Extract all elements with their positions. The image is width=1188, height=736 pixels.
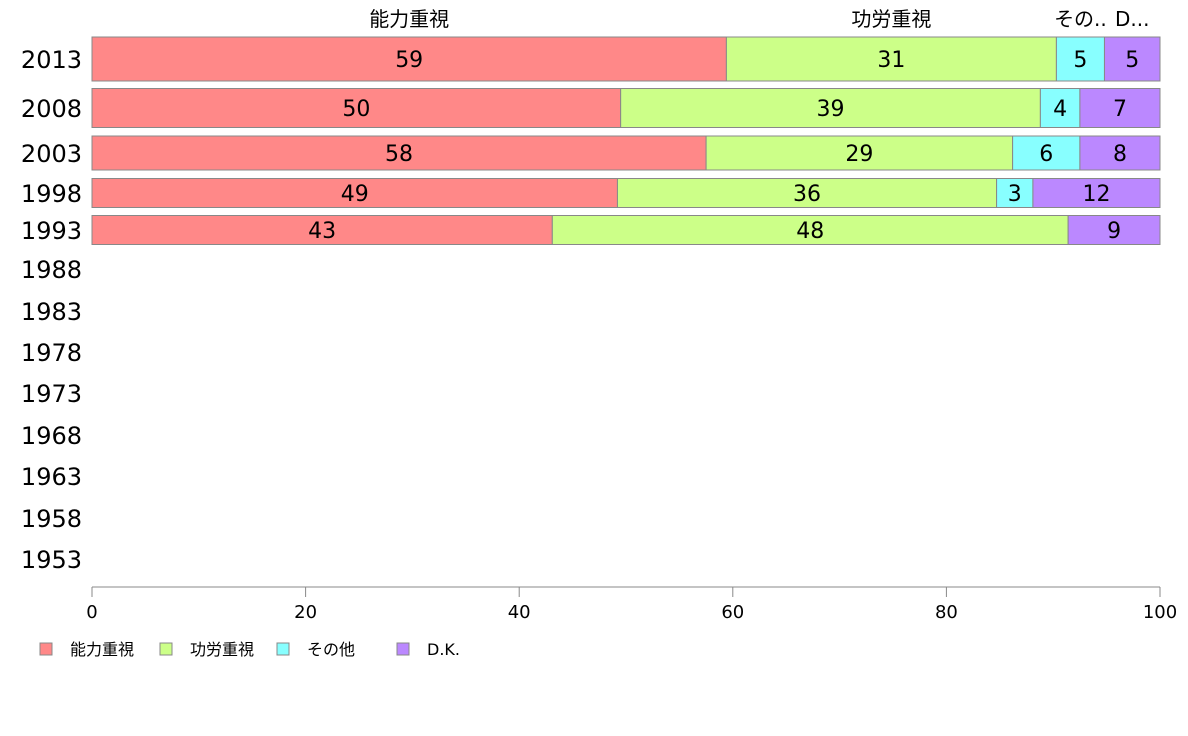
bar-segment: [616, 178, 998, 208]
x-tick-label: 40: [508, 602, 531, 623]
bar-segment: [1039, 88, 1081, 128]
x-tick-label: 100: [1143, 602, 1177, 623]
bar-segment: [91, 135, 707, 171]
bar-segment: [1079, 135, 1161, 171]
year-label: 1953: [21, 546, 82, 574]
legend-label: 功労重視: [190, 640, 254, 659]
data-label: 8: [1113, 142, 1127, 167]
x-tick-label: 80: [935, 602, 958, 623]
legend-label: D.K.: [427, 640, 460, 659]
data-label: 59: [395, 48, 423, 73]
year-label: 2008: [21, 95, 82, 123]
year-label: 1988: [21, 256, 82, 284]
year-label: 1973: [21, 380, 82, 408]
data-label: 31: [877, 48, 905, 73]
data-label: 39: [817, 97, 845, 122]
data-label: 3: [1008, 182, 1022, 207]
data-label: 12: [1082, 182, 1110, 207]
legend-swatch: [276, 642, 290, 656]
legend-swatch: [396, 642, 410, 656]
data-label: 5: [1073, 48, 1087, 73]
year-label: 1983: [21, 298, 82, 326]
data-label: 58: [385, 142, 413, 167]
data-label: 4: [1053, 97, 1067, 122]
bar-segment: [91, 215, 553, 245]
x-tick-label: 20: [294, 602, 317, 623]
year-label: 2003: [21, 140, 82, 168]
data-label: 29: [845, 142, 873, 167]
bar-segment: [620, 88, 1041, 128]
series-top-label: その..: [1054, 7, 1107, 31]
legend-label: その他: [307, 640, 355, 659]
year-label: 1968: [21, 422, 82, 450]
data-label: 50: [342, 97, 370, 122]
series-top-label: 能力重視: [369, 7, 449, 31]
bar-segment: [705, 135, 1014, 171]
data-label: 48: [796, 219, 824, 244]
data-label: 36: [793, 182, 821, 207]
bar-segment: [1067, 215, 1161, 245]
bar-segment: [1032, 178, 1161, 208]
bar-segment: [1055, 36, 1105, 82]
data-label: 49: [341, 182, 369, 207]
year-label: 1958: [21, 505, 82, 533]
series-top-label: D...: [1115, 7, 1149, 31]
data-label: 6: [1039, 142, 1053, 167]
legend-label: 能力重視: [70, 640, 134, 659]
year-label: 1963: [21, 463, 82, 491]
bar-segment: [91, 88, 622, 128]
x-tick-label: 60: [721, 602, 744, 623]
data-label: 5: [1125, 48, 1139, 73]
bar-segment: [1103, 36, 1161, 82]
data-label: 7: [1113, 97, 1127, 122]
bar-segment: [551, 215, 1069, 245]
series-top-label: 功労重視: [851, 7, 931, 31]
year-label: 1993: [21, 217, 82, 245]
year-label: 2013: [21, 46, 82, 74]
x-tick-label: 0: [86, 602, 97, 623]
legend-swatch: [159, 642, 173, 656]
data-label: 43: [308, 219, 336, 244]
year-label: 1998: [21, 180, 82, 208]
year-label: 1978: [21, 339, 82, 367]
legend-swatch: [39, 642, 53, 656]
data-label: 9: [1107, 219, 1121, 244]
bar-segment: [1079, 88, 1161, 128]
bar-segment: [725, 36, 1057, 82]
bar-segment: [91, 178, 618, 208]
bar-segment: [91, 36, 727, 82]
